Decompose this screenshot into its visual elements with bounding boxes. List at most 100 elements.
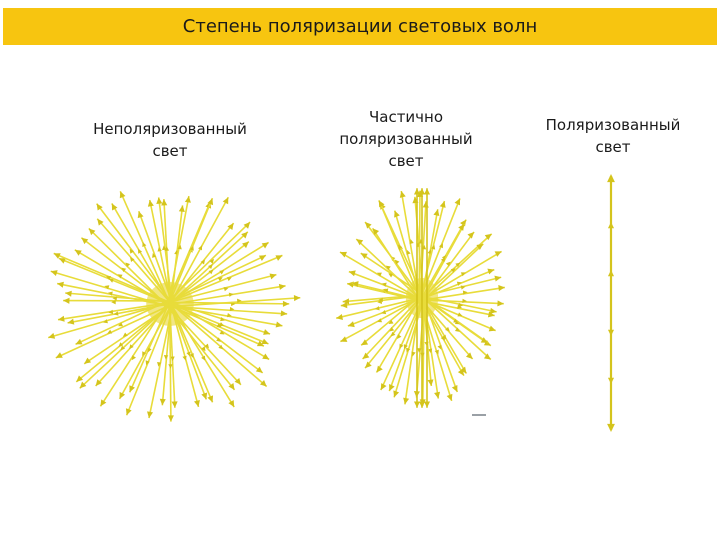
arrowhead xyxy=(220,317,226,322)
arrowhead xyxy=(157,361,162,367)
arrowhead xyxy=(243,222,251,229)
arrowhead xyxy=(79,381,87,389)
light-ray xyxy=(166,221,251,303)
light-ray xyxy=(168,285,286,306)
double-headed-arrow-icon xyxy=(607,174,615,432)
arrowhead xyxy=(189,353,194,359)
arrowhead xyxy=(377,318,383,323)
arrowhead xyxy=(119,191,126,199)
arrowhead xyxy=(450,268,456,273)
arrowhead xyxy=(137,248,143,254)
light-ray xyxy=(371,227,420,301)
arrowhead xyxy=(207,198,214,206)
arrowhead xyxy=(152,252,157,258)
arrowhead xyxy=(107,291,113,296)
arrowhead xyxy=(356,239,364,246)
arrowhead xyxy=(120,345,126,351)
light-ray xyxy=(422,295,459,393)
arrowhead xyxy=(483,353,491,360)
arrowhead xyxy=(226,277,232,282)
arrowhead xyxy=(293,295,301,302)
arrowhead xyxy=(57,281,64,288)
arrowhead xyxy=(81,237,89,245)
arrowhead xyxy=(440,335,446,341)
arrowhead xyxy=(455,262,461,268)
light-ray xyxy=(96,218,174,306)
arrowhead xyxy=(261,338,269,345)
arrowhead xyxy=(118,342,124,347)
arrowhead xyxy=(259,380,267,387)
arrowhead xyxy=(480,337,488,343)
arrowhead xyxy=(399,343,404,349)
arrowhead xyxy=(216,337,221,342)
arrowhead xyxy=(119,391,126,399)
arrowhead xyxy=(219,322,225,327)
arrowhead xyxy=(142,351,147,357)
arrowhead xyxy=(427,249,432,255)
light-ray xyxy=(79,303,172,389)
arrowhead xyxy=(282,300,290,307)
polarized-light-diagram xyxy=(596,170,626,436)
arrowhead xyxy=(398,244,403,250)
arrowhead xyxy=(607,329,615,336)
arrowhead xyxy=(361,339,369,346)
arrowhead xyxy=(228,400,235,408)
arrowhead xyxy=(147,200,154,207)
arrowhead xyxy=(497,300,504,307)
light-ray xyxy=(169,296,301,308)
arrowhead xyxy=(396,334,402,339)
arrowhead xyxy=(76,375,84,382)
arrowhead xyxy=(406,249,411,255)
arrowhead xyxy=(484,233,492,241)
gray-dash xyxy=(472,414,486,416)
arrowhead xyxy=(217,277,223,282)
arrowhead xyxy=(340,251,348,258)
light-ray xyxy=(119,190,172,307)
light-ray xyxy=(422,223,466,300)
arrowhead xyxy=(58,258,66,264)
arrowhead xyxy=(186,351,191,357)
light-ray xyxy=(168,231,249,305)
light-ray xyxy=(169,301,271,335)
arrowhead xyxy=(393,390,400,398)
caption-unpolarized: Неполяризованный свет xyxy=(70,118,270,162)
arrowhead xyxy=(147,347,152,353)
arrowhead xyxy=(460,366,467,374)
arrowhead xyxy=(111,203,118,211)
arrowhead xyxy=(159,398,166,406)
arrowhead xyxy=(362,352,370,360)
arrowhead xyxy=(607,270,615,277)
arrowhead xyxy=(209,258,215,264)
caption-partially-polarized-text: Частично поляризованный свет xyxy=(339,108,473,170)
arrowhead xyxy=(451,384,458,392)
arrowhead xyxy=(219,330,225,335)
arrowhead xyxy=(145,360,150,366)
arrowhead xyxy=(390,331,396,337)
arrowhead xyxy=(487,311,495,318)
light-ray xyxy=(57,301,169,321)
arrowhead xyxy=(50,270,58,276)
arrowhead xyxy=(457,304,462,309)
arrowhead xyxy=(223,287,229,292)
arrowhead xyxy=(263,329,271,335)
arrowhead xyxy=(381,310,387,315)
arrowhead xyxy=(208,264,213,270)
arrowhead xyxy=(222,197,229,205)
arrowhead xyxy=(403,397,410,405)
light-ray xyxy=(170,304,200,408)
arrowhead xyxy=(280,310,288,317)
arrowhead xyxy=(372,228,380,236)
arrowhead xyxy=(423,401,431,408)
light-ray xyxy=(340,296,424,343)
arrowhead xyxy=(48,332,56,339)
light-ray xyxy=(415,295,426,398)
light-ray xyxy=(157,197,174,306)
arrowhead xyxy=(208,269,214,275)
arrowhead xyxy=(418,401,426,408)
arrowhead xyxy=(228,382,235,390)
arrowhead xyxy=(184,196,191,203)
arrowhead xyxy=(121,267,127,273)
light-ray xyxy=(125,304,173,416)
arrowhead xyxy=(360,253,368,260)
arrowhead xyxy=(227,223,234,231)
